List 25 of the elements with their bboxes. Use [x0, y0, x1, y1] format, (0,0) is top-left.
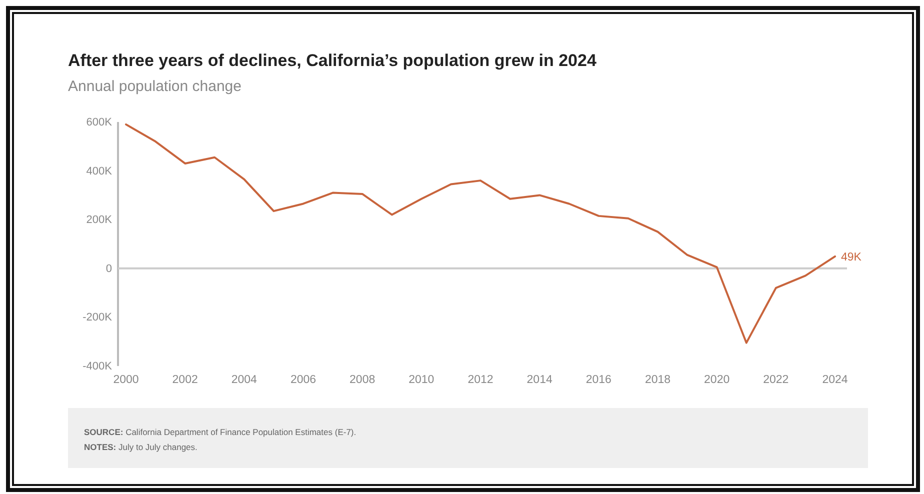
- y-tick-label: 200K: [86, 214, 113, 226]
- x-tick-label: 2008: [350, 374, 376, 386]
- x-tick-label: 2000: [113, 374, 139, 386]
- x-tick-label: 2010: [408, 374, 434, 386]
- x-tick-label: 2002: [172, 374, 198, 386]
- x-tick-label: 2014: [526, 374, 553, 386]
- source-note: SOURCE: California Department of Finance Population Estimates (E-7).: [84, 427, 356, 437]
- chart-subtitle: Annual population change: [68, 78, 242, 95]
- x-tick-label: 2004: [231, 374, 258, 386]
- y-tick-label: -200K: [82, 312, 113, 324]
- y-tick-label: 0: [106, 262, 112, 275]
- x-tick-label: 2020: [704, 374, 730, 386]
- x-tick-label: 2006: [290, 374, 316, 386]
- line-series: [125, 123, 836, 344]
- y-tick-label: -400K: [82, 360, 113, 373]
- chart-title: After three years of declines, California’s population grew in 2024: [68, 51, 597, 70]
- y-tick-label: 400K: [86, 165, 113, 178]
- x-tick-label: 2012: [468, 374, 494, 386]
- annotation: 49K: [841, 251, 862, 264]
- text: NOTES: July to July changes.: [84, 442, 198, 452]
- x-tick-label: 2022: [763, 374, 789, 386]
- x-tick-label: 2018: [644, 374, 671, 386]
- x-tick-label: 2024: [822, 374, 848, 386]
- y-tick-label: 600K: [86, 116, 113, 129]
- x-tick-label: 2016: [586, 374, 612, 386]
